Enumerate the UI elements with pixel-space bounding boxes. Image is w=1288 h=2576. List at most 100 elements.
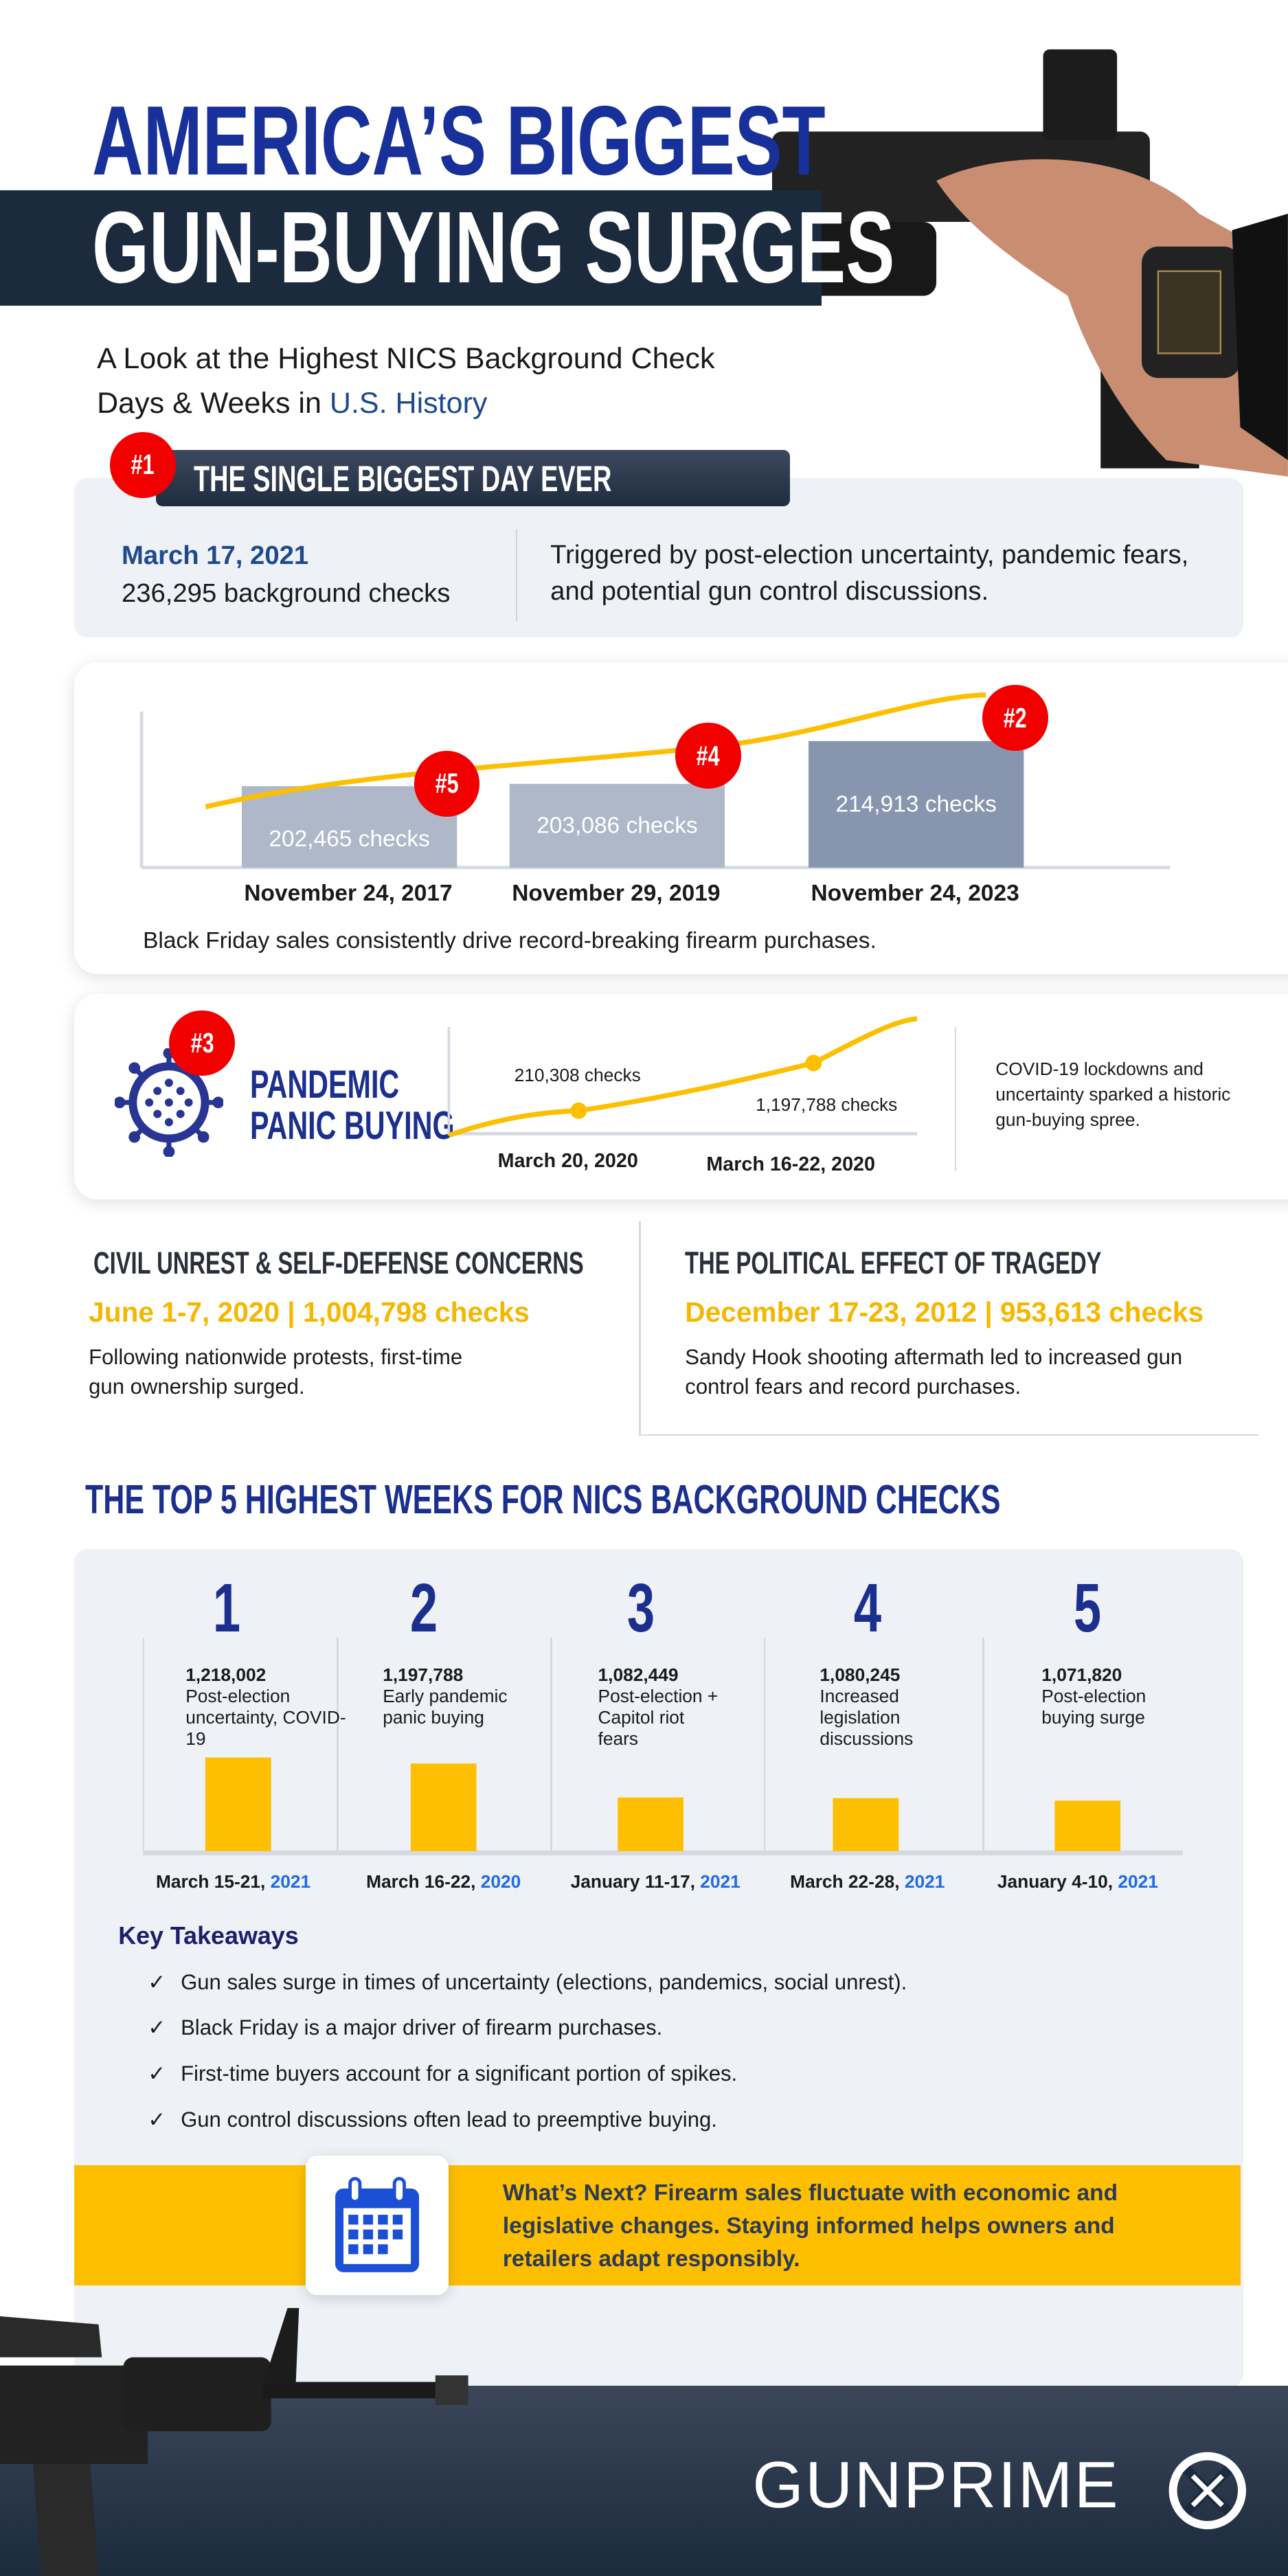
x-tick-label: March 16-22, 2020 (706, 1153, 875, 1175)
week-date: March 22-28, 2021 (790, 1871, 945, 1893)
week-reason: Post-election + Capitol riot fears (598, 1685, 719, 1749)
divider (764, 1638, 766, 1853)
top5-heading: THE TOP 5 HIGHEST WEEKS FOR NICS BACKGRO… (85, 1476, 1001, 1522)
week-detail: 1,071,820 Post-election buying surge (1041, 1664, 1173, 1728)
bar-label: 202,465 checks (269, 826, 429, 852)
week-count: 1,197,788 (383, 1664, 464, 1685)
divider (337, 1638, 339, 1853)
divider (954, 1026, 956, 1172)
subtitle-highlight: U.S. History (329, 386, 488, 420)
pandemic-title: PANDEMIC PANIC BUYING (249, 1062, 455, 1148)
pandemic-chart (447, 1016, 917, 1138)
week-date: March 16-22, 2020 (366, 1871, 521, 1893)
week-date: January 4-10, 2021 (997, 1871, 1158, 1893)
rank-number: 3 (626, 1569, 655, 1647)
subtitle-line-1: A Look at the Highest NICS Background Ch… (97, 342, 715, 376)
handgun-image (772, 49, 1288, 477)
x-tick-label: November 24, 2017 (244, 880, 453, 906)
divider (143, 1638, 145, 1853)
bar (509, 783, 725, 868)
takeaways-heading: Key Takeaways (118, 1922, 299, 1950)
rank-badge-3: #3 (169, 1010, 235, 1076)
bar (808, 741, 1024, 868)
data-point (804, 1054, 822, 1072)
rank-badge-2: #2 (982, 685, 1048, 751)
check-icon: ✓ (148, 2015, 166, 2040)
x-tick-label: November 24, 2023 (811, 880, 1019, 906)
bar-label: 214,913 checks (835, 791, 996, 817)
title-band (0, 190, 822, 306)
week-reason: Increased legislation discussions (820, 1685, 914, 1749)
rank-number: 1 (212, 1569, 241, 1647)
rank-number: 5 (1074, 1569, 1102, 1647)
bar (410, 1763, 477, 1852)
divider (550, 1638, 552, 1853)
black-friday-chart: 202,465 checks 203,086 checks 214,913 chec… (139, 692, 1170, 870)
virus-icon (115, 1048, 224, 1157)
bar (618, 1798, 683, 1852)
week-detail: 1,082,449 Post-election + Capitol riot fe… (598, 1664, 730, 1750)
rifle-image (0, 2308, 468, 2576)
check-icon: ✓ (148, 2108, 166, 2132)
takeaway-item: ✓ First-time buyers account for a signifi… (148, 2061, 738, 2086)
pandemic-description: COVID-19 lockdowns and uncertainty spark… (995, 1058, 1231, 1130)
week-detail: 1,218,002 Post-election uncertainty, COVI… (185, 1664, 350, 1750)
check-icon: ✓ (148, 2061, 166, 2086)
week-count: 1,082,449 (598, 1664, 679, 1685)
black-friday-caption: Black Friday sales consistently drive re… (143, 928, 877, 954)
civil-unrest-heading: CIVIL UNREST & SELF-DEFENSE CONCERNS (93, 1245, 585, 1280)
week-reason: Early pandemic panic buying (383, 1685, 508, 1728)
calendar-icon (335, 2176, 419, 2272)
rank-badge-5: #5 (414, 750, 480, 817)
takeaway-item: ✓ Gun control discussions often lead to p… (148, 2108, 717, 2132)
whats-next-banner (74, 2165, 1241, 2285)
whats-next-text: What’s Next? Firearm sales fluctuate wit… (502, 2180, 1118, 2272)
trend-line (447, 1016, 917, 1138)
rank-badge-1: #1 (110, 431, 176, 498)
title-line-1: AMERICA’S BIGGEST (91, 85, 826, 196)
check-icon: ✓ (148, 1969, 166, 1994)
week-date: January 11-17, 2021 (570, 1871, 741, 1893)
biggest-day-date: March 17, 2021 (121, 540, 309, 570)
bar (833, 1798, 899, 1852)
crosshair-logo-icon (1168, 2452, 1247, 2529)
data-point (569, 1102, 587, 1119)
political-stat: December 17-23, 2012 | 953,613 checks (685, 1296, 1204, 1328)
week-detail: 1,080,245 Increased legislation discussio… (820, 1664, 951, 1750)
divider (515, 529, 518, 622)
rank-number: 2 (409, 1569, 438, 1647)
rank-number: 4 (853, 1569, 881, 1647)
subtitle-line-2: Days & Weeks in (97, 386, 330, 420)
takeaway-item: ✓ Black Friday is a major driver of firea… (148, 2015, 663, 2040)
week-count: 1,218,002 (185, 1664, 267, 1685)
top5-chart (143, 1758, 1183, 1856)
civil-unrest-description: Following nationwide protests, first-tim… (89, 1344, 463, 1399)
divider (639, 1434, 1258, 1436)
week-count: 1,080,245 (820, 1664, 901, 1685)
pandemic-card (74, 993, 1288, 1199)
week-reason: Post-election uncertainty, COVID-19 (185, 1685, 346, 1749)
civil-unrest-stat: June 1-7, 2020 | 1,004,798 checks (89, 1296, 530, 1328)
subtitle: A Look at the Highest NICS Background Ch… (97, 337, 714, 425)
rank-badge-4: #4 (675, 723, 741, 789)
biggest-day-count: 236,295 background checks (121, 578, 451, 608)
bar (1054, 1800, 1121, 1852)
x-tick-label: March 20, 2020 (497, 1150, 638, 1173)
week-reason: Post-election buying surge (1041, 1685, 1146, 1728)
biggest-day-description: Triggered by post-election uncertainty, … (550, 540, 1189, 606)
divider (639, 1220, 641, 1434)
week-count: 1,071,820 (1041, 1664, 1122, 1685)
x-tick-label: November 29, 2019 (512, 880, 721, 906)
gunprime-logo: GUNPRIME (752, 2448, 1120, 2522)
week-detail: 1,197,788 Early pandemic panic buying (383, 1664, 547, 1728)
calendar-icon-box (305, 2155, 449, 2296)
bar-label: 203,086 checks (536, 813, 697, 839)
data-label: 210,308 checks (514, 1064, 641, 1085)
data-label: 1,197,788 checks (756, 1094, 898, 1115)
takeaway-item: ✓ Gun sales surge in times of uncertainty… (148, 1969, 907, 1994)
week-date: March 15-21, 2021 (156, 1871, 311, 1893)
political-description: Sandy Hook shooting aftermath led to inc… (685, 1344, 1183, 1399)
biggest-day-heading-bar (156, 450, 791, 506)
bar (205, 1758, 271, 1852)
